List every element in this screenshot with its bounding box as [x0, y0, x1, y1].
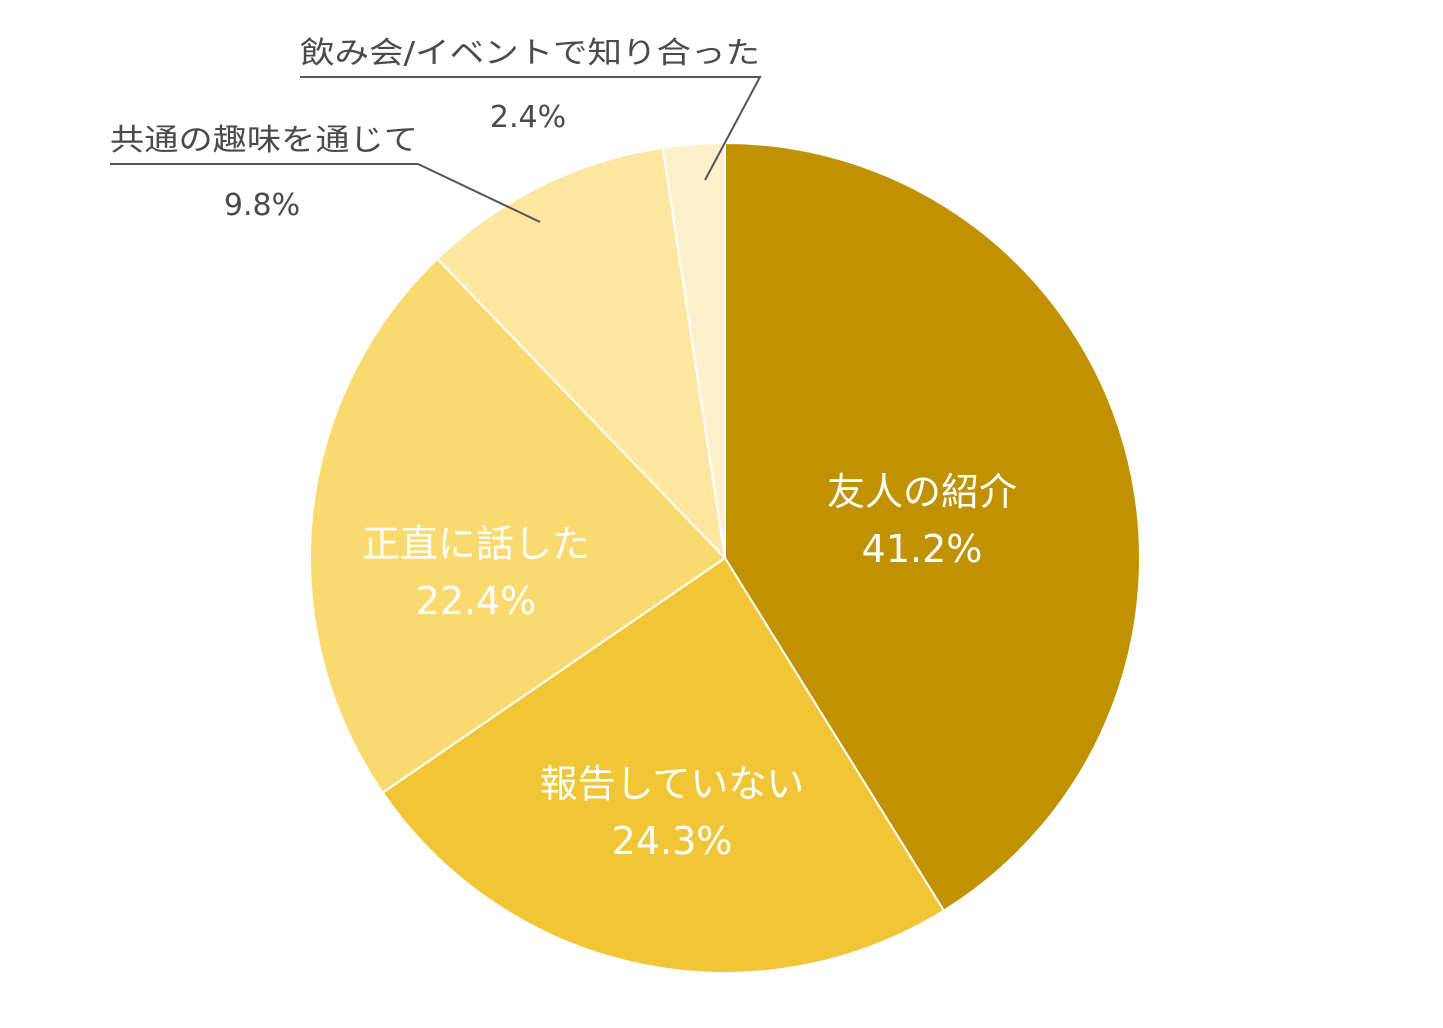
pie-slice	[308, 257, 727, 795]
pie-slice	[435, 146, 727, 561]
leader-line	[110, 163, 541, 223]
slice-value-label: 41.2%	[862, 527, 983, 571]
slice-category-label: 友人の紹介	[827, 470, 1017, 514]
leader-lines-layer	[110, 76, 762, 223]
slice-value-label: 2.4%	[490, 100, 566, 135]
pie-slice	[381, 556, 946, 974]
slice-value-label: 22.4%	[416, 579, 537, 623]
slice-category-label: 報告していない	[540, 762, 805, 806]
labels-layer: 友人の紹介 41.2% 報告していない 24.3% 正直に話した 22.4% 共通の趣味を通…	[110, 36, 1017, 863]
slice-value-label: 24.3%	[612, 819, 733, 863]
slice-category-label: 正直に話した	[362, 522, 590, 566]
slices-layer	[308, 141, 1141, 974]
leader-line	[300, 76, 762, 181]
slice-value-label: 9.8%	[224, 188, 300, 223]
slice-category-label: 飲み会/イベントで知り合った	[300, 36, 760, 71]
slice-category-label: 共通の趣味を通じて	[110, 123, 418, 158]
pie-slice	[724, 141, 1141, 912]
